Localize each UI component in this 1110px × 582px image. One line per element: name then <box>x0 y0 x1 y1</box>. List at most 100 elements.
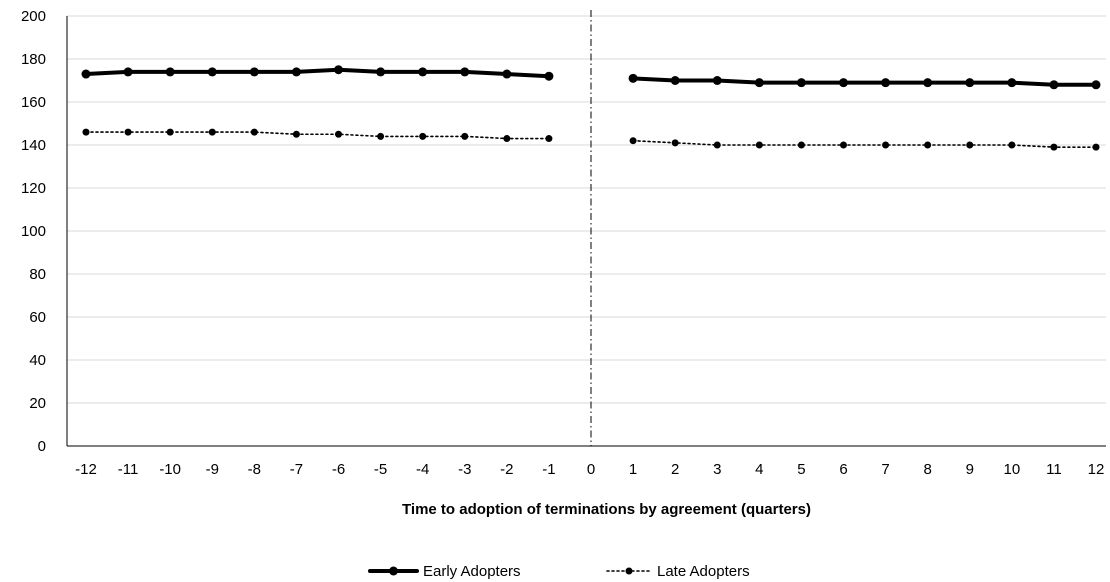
data-point <box>460 67 470 77</box>
data-point <box>881 78 891 88</box>
x-tick-label: 8 <box>923 461 931 478</box>
series-group <box>81 65 1101 151</box>
data-point <box>923 78 933 88</box>
data-point <box>334 65 343 75</box>
y-tick-label: 160 <box>21 94 46 111</box>
data-point <box>712 76 722 85</box>
x-tick-label: 10 <box>1003 461 1020 478</box>
data-point <box>545 135 553 143</box>
data-point <box>292 130 300 138</box>
x-tick-label: -6 <box>332 461 345 478</box>
y-tick-label: 180 <box>21 51 46 68</box>
y-tick-label: 140 <box>21 137 46 154</box>
x-tick-label: 11 <box>1046 461 1062 478</box>
data-point <box>544 71 554 81</box>
data-point <box>207 67 217 77</box>
x-tick-label: -5 <box>374 461 387 478</box>
x-tick-label: -7 <box>290 461 303 478</box>
axes <box>66 16 1106 447</box>
x-axis-title: Time to adoption of terminations by agre… <box>402 501 811 518</box>
x-tick-label: -10 <box>159 461 181 478</box>
data-point <box>671 139 679 147</box>
data-point <box>1050 143 1058 151</box>
x-tick-label: 4 <box>755 461 763 478</box>
data-point <box>629 137 637 145</box>
y-tick-label: 20 <box>29 395 46 412</box>
x-tick-label: 12 <box>1088 461 1105 478</box>
x-tick-label: -2 <box>500 461 513 478</box>
x-tick-label: -8 <box>248 461 261 478</box>
data-point <box>796 78 806 88</box>
y-tick-label: 120 <box>21 180 46 197</box>
legend-label: Late Adopters <box>657 563 750 580</box>
y-tick-label: 0 <box>38 438 46 455</box>
y-tick-label: 100 <box>21 223 46 240</box>
series-early-adopters <box>81 65 1101 90</box>
data-point <box>966 141 974 149</box>
data-point <box>1007 78 1017 88</box>
data-point <box>1008 141 1016 149</box>
data-point <box>755 141 763 149</box>
y-tick-label: 80 <box>29 266 46 283</box>
x-tick-label: 5 <box>797 461 805 478</box>
series-line <box>85 131 550 140</box>
x-tick-label: 7 <box>881 461 889 478</box>
data-point <box>839 78 848 88</box>
data-point <box>250 128 258 136</box>
x-tick-label: 1 <box>629 461 637 478</box>
data-point <box>1049 80 1059 90</box>
legend-item: Early Adopters <box>368 563 521 580</box>
series-line <box>632 139 1097 148</box>
x-tick-label: -4 <box>416 461 429 478</box>
gridlines <box>67 15 1106 404</box>
data-point <box>840 141 847 149</box>
data-point <box>81 69 91 79</box>
x-tick-labels: -12 -11 -10 -9 -8 -7 -6 -5 -4 -3 -2 -1 0 1 2 3 4 5 6 7 8 9 10 1… <box>75 461 1104 478</box>
y-tick-labels: 0 20 40 60 80 100 120 140 160 180 200 <box>21 8 46 455</box>
x-tick-label: 2 <box>671 461 679 478</box>
data-point <box>797 141 805 149</box>
data-point <box>124 128 132 136</box>
data-point <box>82 128 90 136</box>
x-tick-label: -9 <box>206 461 219 478</box>
data-point <box>165 67 175 77</box>
data-point <box>335 130 342 138</box>
y-tick-label: 200 <box>21 8 46 25</box>
x-tick-label: 3 <box>713 461 721 478</box>
data-point <box>291 67 301 77</box>
data-point <box>628 73 638 83</box>
legend: Early Adopters Late Adopters <box>368 563 750 580</box>
x-tick-label: -12 <box>75 461 97 478</box>
data-point <box>208 128 216 136</box>
x-tick-label: -1 <box>542 461 555 478</box>
data-point <box>123 67 133 77</box>
x-tick-label: -11 <box>118 461 139 478</box>
series-line <box>631 76 1098 87</box>
data-point <box>670 76 680 85</box>
legend-item: Late Adopters <box>606 563 750 580</box>
data-point <box>754 78 764 88</box>
data-point <box>377 132 385 140</box>
data-point <box>249 67 259 77</box>
legend-marker <box>389 566 398 576</box>
legend-marker <box>625 567 633 575</box>
data-point <box>502 69 512 79</box>
y-tick-label: 60 <box>29 309 46 326</box>
data-point <box>1092 143 1100 151</box>
series-line <box>84 67 551 79</box>
data-point <box>924 141 932 149</box>
data-point <box>461 132 469 140</box>
data-point <box>965 78 975 88</box>
x-tick-label: 6 <box>839 461 847 478</box>
data-point <box>1091 80 1101 90</box>
data-point <box>419 132 427 140</box>
data-point <box>166 128 174 136</box>
data-point <box>418 67 428 77</box>
legend-label: Early Adopters <box>423 563 521 580</box>
x-tick-label: 0 <box>587 461 595 478</box>
y-tick-label: 40 <box>29 352 46 369</box>
data-point <box>376 67 386 77</box>
x-tick-label: 9 <box>966 461 974 478</box>
x-tick-label: -3 <box>458 461 471 478</box>
